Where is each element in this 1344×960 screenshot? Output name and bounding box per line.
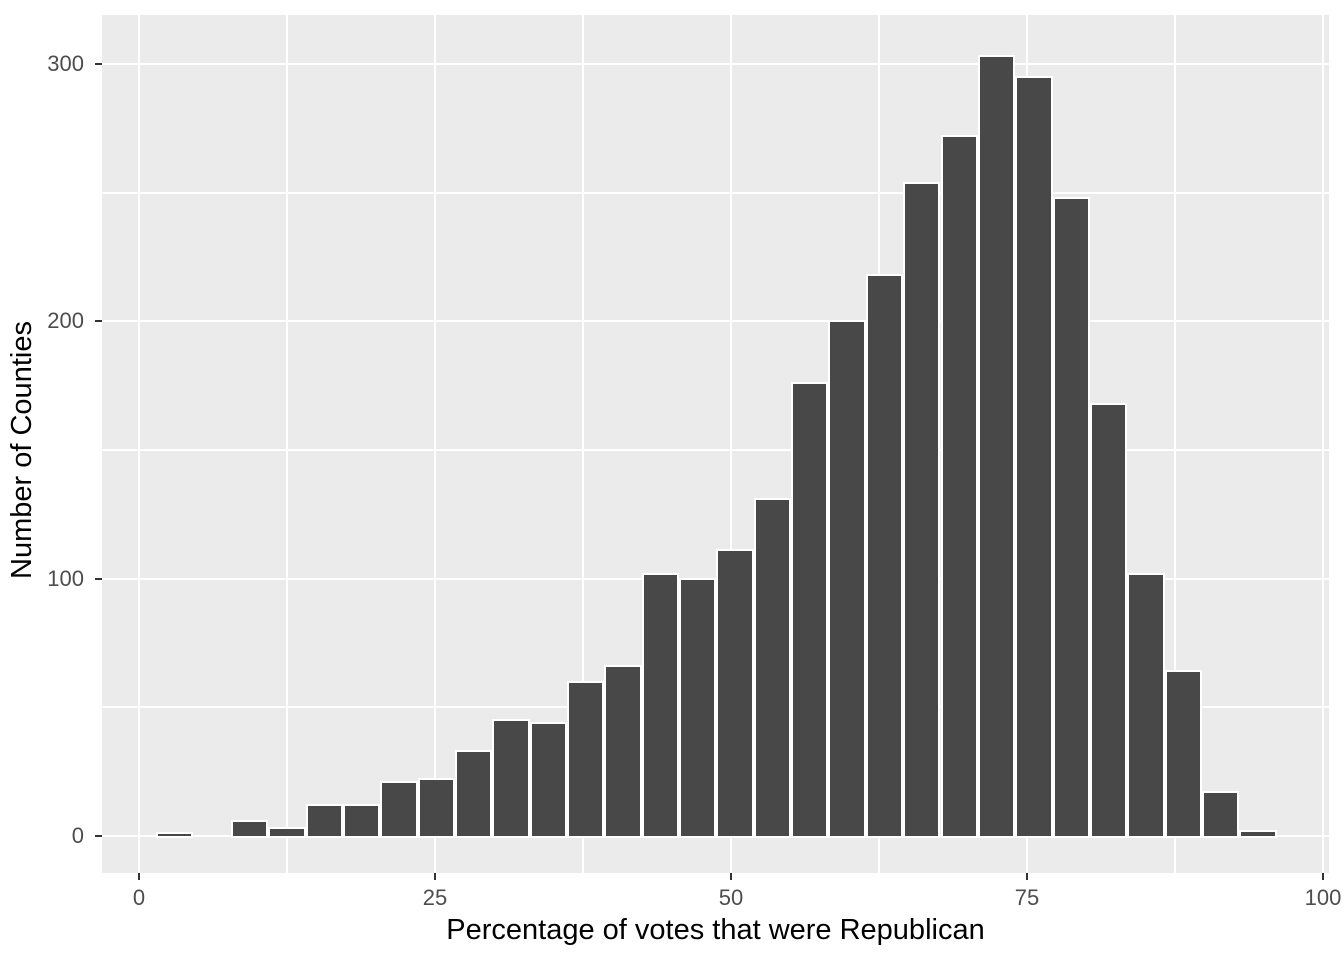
x-tick-label: 100 bbox=[1304, 885, 1342, 910]
histogram-bar bbox=[342, 804, 381, 838]
histogram-bar bbox=[1089, 402, 1128, 838]
gridline-minor-x bbox=[286, 15, 289, 873]
histogram-bar bbox=[716, 549, 754, 838]
gridline-minor-x bbox=[582, 15, 585, 873]
gridline-major-x bbox=[138, 15, 141, 873]
y-tick-mark bbox=[95, 320, 102, 323]
histogram-bar bbox=[753, 497, 792, 838]
gridline-minor-y bbox=[102, 191, 1329, 194]
histogram-bar bbox=[903, 181, 941, 838]
gridline-major-x bbox=[730, 15, 732, 873]
histogram-bar bbox=[641, 572, 680, 838]
histogram-bar bbox=[417, 778, 455, 838]
x-tick-mark bbox=[1025, 873, 1028, 880]
histogram-bar bbox=[1015, 76, 1053, 838]
histogram-bar bbox=[865, 274, 904, 838]
x-tick-mark bbox=[1321, 873, 1324, 880]
histogram-bar bbox=[454, 750, 493, 838]
y-tick-mark bbox=[95, 577, 102, 580]
histogram-bar bbox=[305, 804, 343, 838]
x-tick-label: 25 bbox=[422, 885, 448, 910]
x-tick-mark bbox=[138, 873, 141, 880]
histogram-bar bbox=[828, 320, 866, 838]
gridline-major-x bbox=[1321, 15, 1324, 873]
histogram-bar bbox=[566, 680, 605, 838]
histogram-bar bbox=[604, 665, 642, 838]
histogram-bar bbox=[1127, 572, 1165, 838]
y-tick-label: 100 bbox=[47, 565, 84, 591]
histogram-bar bbox=[977, 55, 1016, 838]
x-tick-mark bbox=[730, 873, 732, 880]
gridline-minor-x bbox=[1173, 15, 1176, 873]
histogram-bar bbox=[230, 819, 269, 838]
gridline-minor-y bbox=[102, 449, 1329, 452]
histogram-bar bbox=[1201, 791, 1240, 838]
histogram-bar bbox=[791, 382, 829, 838]
x-tick-mark bbox=[434, 873, 437, 880]
histogram-bar bbox=[156, 832, 194, 838]
gridline-major-x bbox=[434, 15, 437, 873]
histogram-bar bbox=[1164, 670, 1202, 838]
histogram-bar bbox=[268, 827, 306, 838]
gridline-major-y bbox=[102, 320, 1329, 323]
histogram-bar bbox=[940, 135, 978, 838]
histogram-bar bbox=[380, 780, 418, 838]
y-tick-mark bbox=[95, 63, 102, 66]
histogram-bar bbox=[1052, 196, 1090, 838]
y-tick-label: 0 bbox=[71, 823, 84, 848]
gridline-major-y bbox=[102, 63, 1329, 66]
histogram-bar bbox=[679, 577, 717, 838]
x-axis-title: Percentage of votes that were Republican bbox=[446, 914, 985, 946]
x-tick-label: 50 bbox=[718, 885, 744, 910]
histogram-bar bbox=[529, 721, 567, 838]
histogram-bar bbox=[492, 719, 530, 838]
x-tick-label: 0 bbox=[132, 885, 146, 910]
x-tick-label: 75 bbox=[1014, 885, 1040, 910]
y-tick-mark bbox=[95, 835, 102, 837]
y-tick-label: 300 bbox=[47, 51, 84, 77]
histogram-bar bbox=[1239, 829, 1277, 838]
y-tick-label: 200 bbox=[47, 308, 84, 334]
